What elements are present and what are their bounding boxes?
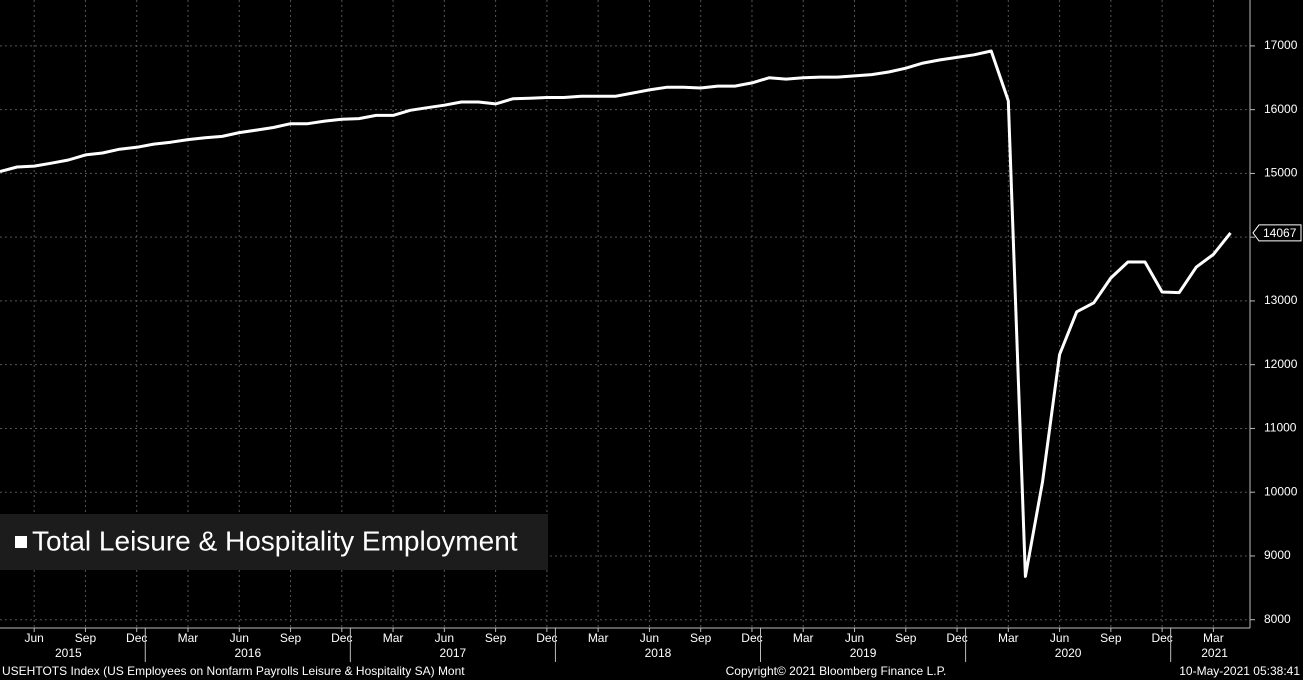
series-line xyxy=(0,49,1232,578)
x-tick-label: Sep xyxy=(1100,631,1122,645)
year-label: 2015 xyxy=(55,646,82,660)
y-tick-label: 11000 xyxy=(1264,421,1297,435)
x-tick-label: Mar xyxy=(178,631,199,645)
x-tick-label: Sep xyxy=(895,631,917,645)
y-tick-label: 13000 xyxy=(1264,293,1298,307)
last-value-label: 14067 xyxy=(1252,224,1302,242)
x-tick-label: Mar xyxy=(588,631,609,645)
x-tick-label: Dec xyxy=(331,631,352,645)
x-tick-label: Sep xyxy=(280,631,302,645)
footer-left: USEHTOTS Index (US Employees on Nonfarm … xyxy=(2,664,465,678)
y-tick-label: 15000 xyxy=(1264,166,1298,180)
year-label: 2017 xyxy=(440,646,467,660)
x-tick-label: Jun xyxy=(845,631,864,645)
x-tick-label: Jun xyxy=(1050,631,1069,645)
year-label: 2019 xyxy=(850,646,877,660)
y-tick-label: 9000 xyxy=(1264,548,1291,562)
y-tick-label: 12000 xyxy=(1264,357,1298,371)
year-label: 2016 xyxy=(234,646,261,660)
y-tick-label: 17000 xyxy=(1264,38,1298,52)
x-tick-label: Mar xyxy=(383,631,404,645)
x-tick-label: Sep xyxy=(690,631,712,645)
x-tick-label: Jun xyxy=(230,631,249,645)
x-tick-label: Mar xyxy=(998,631,1019,645)
y-tick-label: 16000 xyxy=(1264,102,1298,116)
x-tick-label: Sep xyxy=(75,631,97,645)
x-tick-label: Mar xyxy=(793,631,814,645)
x-tick-label: Jun xyxy=(640,631,659,645)
x-tick-label: Mar xyxy=(1203,631,1224,645)
last-value-box xyxy=(1252,224,1302,242)
last-value-text: 14067 xyxy=(1263,226,1297,240)
x-tick-label: Jun xyxy=(25,631,44,645)
legend-box xyxy=(0,514,548,570)
x-tick-label: Dec xyxy=(126,631,147,645)
x-tick-label: Jun xyxy=(435,631,454,645)
y-tick-label: 10000 xyxy=(1264,484,1298,498)
x-tick-label: Dec xyxy=(1151,631,1172,645)
year-label: 2020 xyxy=(1055,646,1082,660)
x-tick-label: Sep xyxy=(485,631,507,645)
x-tick-label: Dec xyxy=(536,631,557,645)
footer-center: Copyright© 2021 Bloomberg Finance L.P. xyxy=(726,664,947,678)
x-tick-label: Dec xyxy=(946,631,967,645)
x-tick-label: Dec xyxy=(741,631,762,645)
year-label: 2021 xyxy=(1201,646,1228,660)
legend-label: Total Leisure & Hospitality Employment xyxy=(32,525,518,556)
year-label: 2018 xyxy=(645,646,672,660)
legend-swatch xyxy=(15,536,27,548)
footer-right: 10-May-2021 05:38:41 xyxy=(1179,664,1300,678)
y-tick-label: 8000 xyxy=(1264,612,1291,626)
